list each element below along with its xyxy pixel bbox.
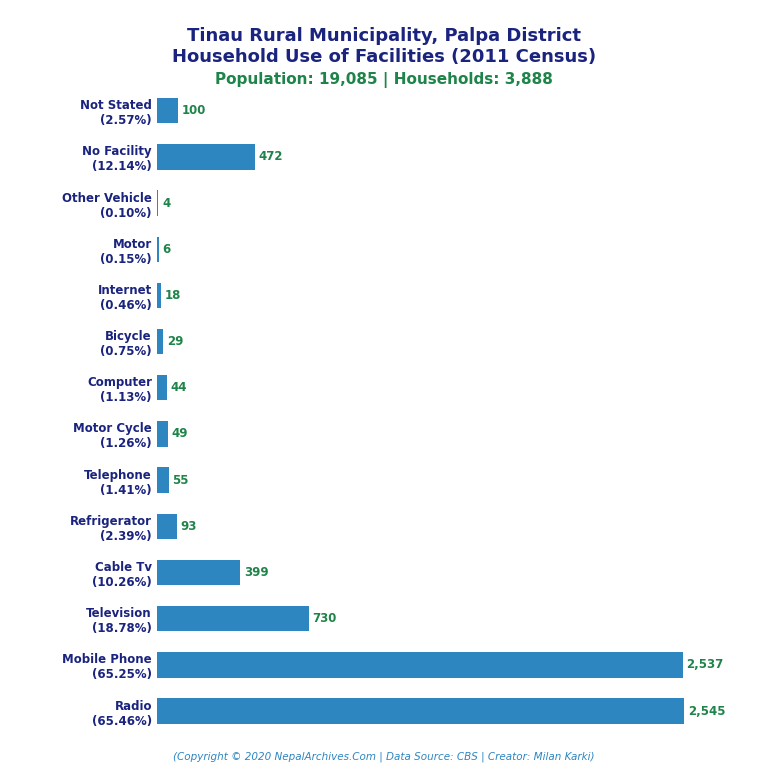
Text: Tinau Rural Municipality, Palpa District: Tinau Rural Municipality, Palpa District bbox=[187, 27, 581, 45]
Text: 100: 100 bbox=[182, 104, 207, 118]
Bar bbox=[157, 144, 255, 170]
Text: 93: 93 bbox=[180, 520, 197, 533]
Text: 55: 55 bbox=[173, 474, 189, 487]
Bar bbox=[157, 329, 164, 354]
Text: Population: 19,085 | Households: 3,888: Population: 19,085 | Households: 3,888 bbox=[215, 72, 553, 88]
Bar bbox=[157, 468, 169, 493]
Bar bbox=[157, 698, 684, 723]
Bar bbox=[157, 237, 159, 262]
Bar bbox=[157, 422, 167, 447]
Bar bbox=[157, 514, 177, 539]
Text: 44: 44 bbox=[170, 381, 187, 394]
Text: 2,537: 2,537 bbox=[687, 658, 723, 671]
Bar bbox=[157, 375, 167, 400]
Text: 472: 472 bbox=[259, 151, 283, 164]
Text: 4: 4 bbox=[162, 197, 170, 210]
Bar bbox=[157, 190, 158, 216]
Text: Household Use of Facilities (2011 Census): Household Use of Facilities (2011 Census… bbox=[172, 48, 596, 66]
Text: 399: 399 bbox=[243, 566, 269, 579]
Text: (Copyright © 2020 NepalArchives.Com | Data Source: CBS | Creator: Milan Karki): (Copyright © 2020 NepalArchives.Com | Da… bbox=[174, 751, 594, 762]
Text: 2,545: 2,545 bbox=[688, 704, 726, 717]
Text: 49: 49 bbox=[171, 428, 188, 441]
Text: 730: 730 bbox=[313, 612, 336, 625]
Bar bbox=[157, 606, 309, 631]
Bar bbox=[157, 652, 683, 677]
Bar bbox=[157, 560, 240, 585]
Bar bbox=[157, 283, 161, 308]
Text: 29: 29 bbox=[167, 335, 184, 348]
Text: 6: 6 bbox=[162, 243, 170, 256]
Text: 18: 18 bbox=[165, 289, 181, 302]
Bar bbox=[157, 98, 178, 124]
